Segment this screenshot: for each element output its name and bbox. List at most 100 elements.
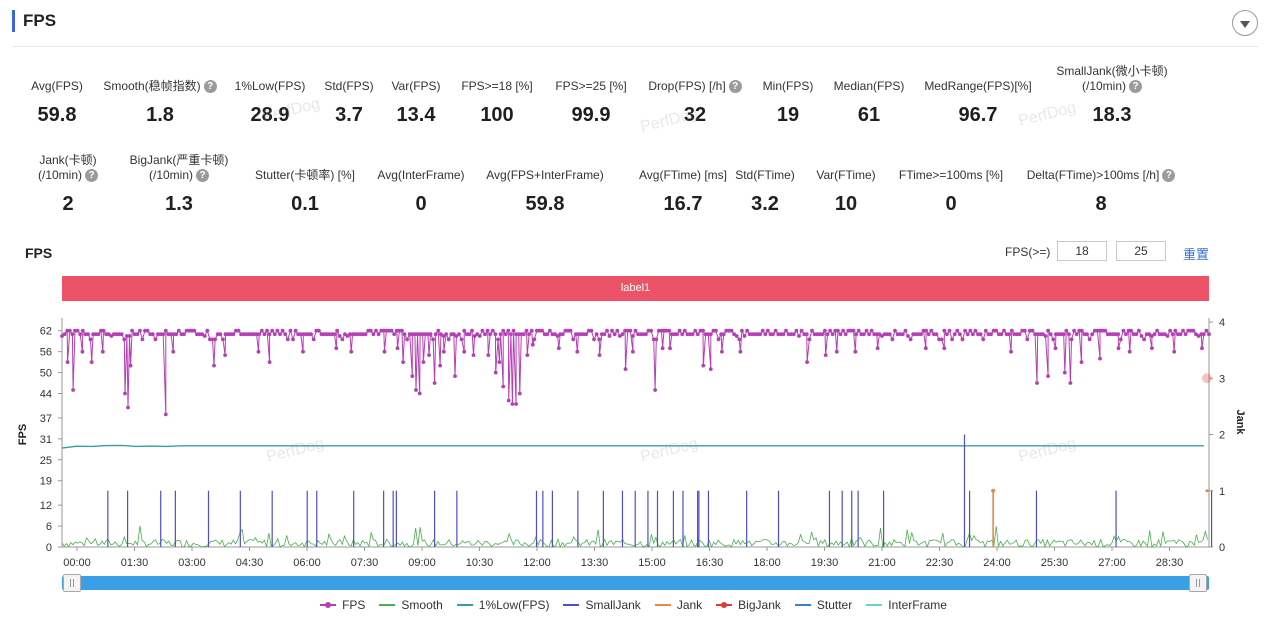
fps-point [392, 332, 397, 337]
metric-metrics_row2-4: Avg(FPS+InterFrame) 59.8 [470, 153, 620, 215]
fps-point [851, 328, 856, 333]
threshold-high-input[interactable] [1116, 241, 1166, 261]
fps-point [510, 402, 515, 406]
metric-label-text: Jank(卡顿) [39, 153, 97, 167]
fps-point [330, 332, 334, 337]
fps-point [1002, 328, 1006, 333]
fps-point [768, 332, 773, 337]
fps-point [1046, 374, 1050, 378]
fps-point [1017, 332, 1022, 337]
fps-point [1051, 337, 1056, 342]
fps-point [78, 332, 83, 337]
fps-point [1007, 332, 1012, 337]
fps-point [171, 332, 176, 337]
fps-point [179, 332, 184, 337]
metric-value: 19 [776, 104, 800, 126]
help-icon[interactable]: ? [85, 169, 98, 183]
fps-point [745, 328, 749, 333]
fps-point [913, 332, 918, 337]
fps-point [1059, 332, 1063, 337]
fps-point [1144, 332, 1149, 337]
metric-label: FTime>=100ms [%] [876, 153, 1026, 183]
fps-point [911, 332, 916, 337]
fps-point [184, 328, 189, 333]
metric-label: FPS>=25 [%] [516, 64, 666, 94]
fps-point [428, 332, 433, 337]
fps-point [143, 328, 147, 333]
help-icon[interactable]: ? [1129, 80, 1142, 94]
metric-label-text: Std(FTime) [735, 168, 795, 182]
metric-value: 32 [683, 104, 707, 126]
fps-point [607, 334, 612, 338]
legend-item-1-low-fps-[interactable]: 1%Low(FPS) [456, 598, 550, 612]
metric-label: Std(FPS) [274, 64, 424, 94]
fps-point [1183, 332, 1188, 337]
fps-point [301, 349, 305, 354]
fps-point [223, 332, 228, 337]
fps-point [581, 332, 586, 337]
metric-label-text: FPS>=18 [%] [461, 79, 533, 93]
fps-point [470, 328, 474, 333]
fps-point [535, 328, 539, 333]
fps-point [334, 346, 339, 351]
fps-point [872, 332, 877, 337]
legend-item-smooth[interactable]: Smooth [379, 598, 443, 612]
legend-item-stutter[interactable]: Stutter [794, 598, 852, 612]
help-icon[interactable]: ? [1162, 169, 1176, 183]
y-tick-label: 0 [46, 542, 52, 554]
fps-point [262, 332, 267, 337]
metric-label: 1%Low(FPS) [195, 64, 345, 94]
metric-label-text: Var(FTime) [816, 168, 876, 182]
metric-value: 100 [480, 104, 514, 126]
fps-point [690, 332, 695, 337]
metric-value: 28.9 [250, 104, 290, 126]
metric-metrics_row1-8: Min(FPS) 19 [713, 64, 863, 126]
legend-item-fps[interactable]: FPS [320, 598, 365, 612]
fps-point [306, 332, 311, 337]
reset-link[interactable]: 重置 [1183, 247, 1210, 262]
help-icon[interactable]: ? [728, 80, 742, 94]
fps-point [644, 332, 648, 337]
legend-item-interframe[interactable]: InterFrame [866, 598, 947, 612]
fps-point [163, 412, 168, 417]
legend-item-smalljank[interactable]: SmallJank [563, 598, 641, 612]
fps-point [641, 332, 646, 337]
fps-point [721, 332, 726, 337]
x-tick-label: 15:00 [638, 557, 666, 569]
fps-point [1134, 332, 1139, 337]
y-tick-label: 25 [40, 455, 52, 467]
fps-point [794, 328, 799, 333]
legend-item-jank[interactable]: Jank [654, 598, 702, 612]
fps-point [810, 328, 814, 333]
fps-point [88, 337, 93, 342]
legend-item-bigjank[interactable]: BigJank [716, 598, 781, 612]
fps-point [117, 332, 121, 337]
fps-point [418, 332, 422, 337]
help-icon[interactable]: ? [196, 169, 209, 183]
fps-point [1053, 346, 1058, 351]
metric-metrics_row1-6: FPS>=25 [%] 99.9 [516, 64, 666, 126]
fps-point [192, 328, 197, 333]
y-right-tick-label: 4 [1219, 317, 1225, 329]
fps-point [65, 360, 70, 364]
time-range-slider[interactable] [62, 576, 1209, 590]
threshold-low-input[interactable] [1057, 241, 1107, 261]
fps-point [849, 328, 853, 333]
fps-edge-halo [1202, 373, 1212, 384]
fps-point [610, 328, 614, 333]
jank-marker [991, 488, 996, 493]
fps-point [119, 332, 124, 337]
fps-point [1157, 332, 1162, 337]
help-icon[interactable]: ? [203, 80, 217, 94]
legend-label: 1%Low(FPS) [478, 598, 550, 612]
fps-point [724, 328, 729, 333]
label-band[interactable]: label1 [62, 276, 1209, 301]
metric-value: 13.4 [396, 104, 436, 126]
slider-handle-right[interactable] [1189, 574, 1207, 592]
collapse-button[interactable] [1232, 10, 1258, 36]
slider-handle-left[interactable] [63, 574, 81, 592]
jank-edge-marker [1205, 489, 1209, 493]
fps-point [101, 328, 106, 333]
metric-label: BigJank(严重卡顿) (/10min)? [104, 153, 254, 183]
